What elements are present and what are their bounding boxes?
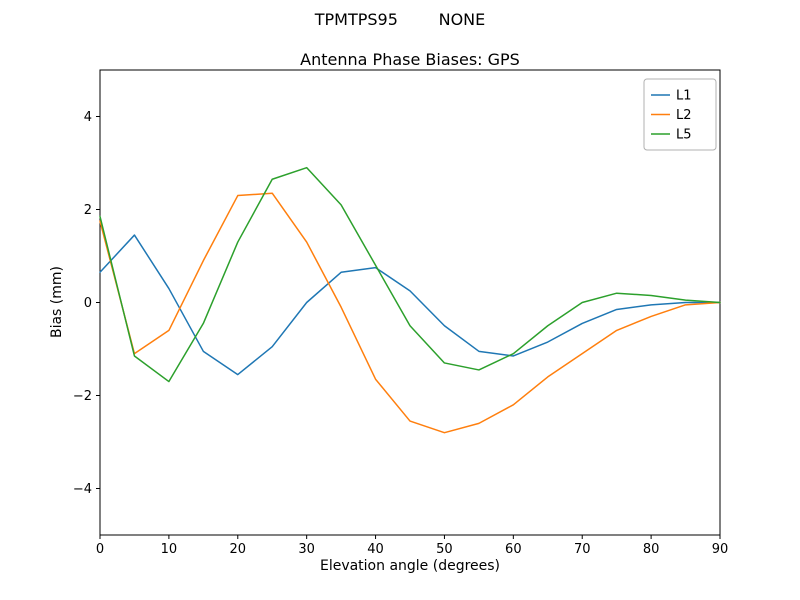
figure-suptitle: TPMTPS95 NONE (314, 10, 486, 29)
y-axis-label: Bias (mm) (49, 265, 65, 339)
legend-box (643, 78, 717, 151)
x-tick-label: 10 (161, 542, 178, 557)
y-tick-label: 0 (84, 296, 92, 311)
y-tick-label: 2 (84, 203, 92, 218)
x-tick-label: 60 (505, 542, 522, 557)
x-tick-label: 50 (436, 542, 453, 557)
series-line-L2 (99, 192, 721, 434)
x-tick-label: 20 (230, 542, 247, 557)
legend-label: L5 (676, 128, 692, 143)
axes-box (99, 69, 721, 536)
y-tick-label: −2 (73, 389, 92, 404)
series-line-L5 (99, 166, 721, 383)
series-line-L1 (99, 234, 721, 376)
legend-label: L1 (676, 89, 692, 104)
legend-label: L2 (676, 108, 692, 123)
x-axis-label: Elevation angle (degrees) (319, 558, 501, 574)
x-tick-label: 90 (712, 542, 729, 557)
y-tick-label: −4 (73, 482, 92, 497)
chart-title: Antenna Phase Biases: GPS (300, 50, 520, 69)
y-tick-label: 4 (84, 110, 92, 125)
x-tick-label: 40 (367, 542, 384, 557)
x-tick-label: 80 (643, 542, 660, 557)
x-tick-label: 30 (298, 542, 315, 557)
x-tick-label: 0 (96, 542, 104, 557)
x-tick-label: 70 (574, 542, 591, 557)
